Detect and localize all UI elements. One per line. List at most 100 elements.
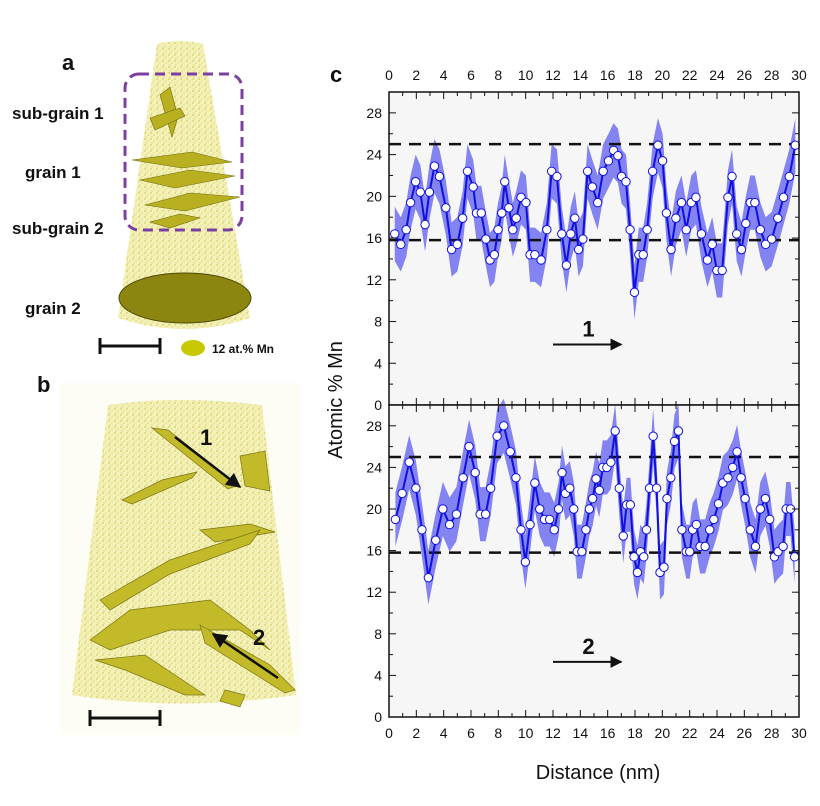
data-point	[446, 244, 457, 255]
data-point	[420, 219, 430, 230]
data-point	[458, 473, 468, 483]
y-tick-label: 12	[366, 584, 382, 600]
data-point	[740, 493, 750, 504]
data-point	[732, 447, 742, 457]
data-point	[760, 493, 771, 504]
panel-letter-c: c	[330, 62, 342, 87]
data-point	[451, 509, 462, 519]
data-point	[736, 473, 746, 483]
x-tick-label: 6	[467, 725, 475, 741]
y-tick-label: 0	[374, 397, 382, 413]
data-point	[642, 225, 652, 235]
data-point	[415, 187, 425, 197]
data-point	[613, 150, 623, 161]
data-point	[404, 457, 414, 467]
plot-frame	[388, 404, 800, 718]
data-point	[516, 525, 526, 535]
data-point	[549, 525, 559, 535]
x-tick-label-top: 8	[494, 67, 502, 83]
x-tick-label-top: 14	[573, 67, 589, 83]
data-point	[536, 255, 546, 265]
data-point	[417, 525, 427, 535]
data-point	[765, 514, 775, 525]
x-tick-label-top: 30	[791, 67, 807, 83]
data-point	[625, 500, 636, 510]
x-tick-label: 22	[682, 725, 698, 741]
data-point	[755, 504, 766, 514]
label-sub-grain-1: sub-grain 1	[12, 104, 104, 123]
error-band	[394, 118, 796, 320]
x-tick-label-top: 28	[764, 67, 780, 83]
data-point	[504, 203, 514, 213]
profile-number: 2	[582, 634, 594, 659]
x-tick-label: 12	[545, 725, 561, 741]
data-point	[773, 213, 783, 223]
x-tick-label: 8	[494, 725, 502, 741]
y-tick-label: 24	[366, 459, 382, 475]
x-tick-label-top: 12	[545, 67, 561, 83]
data-point	[401, 225, 411, 235]
data-point	[582, 166, 593, 176]
panel-letter-a: a	[62, 50, 75, 75]
data-point	[570, 213, 580, 223]
y-tick-label: 4	[374, 355, 382, 371]
x-tick-label: 10	[518, 725, 534, 741]
y-tick-label: 4	[374, 667, 382, 683]
data-point	[648, 431, 658, 441]
data-point	[573, 244, 584, 255]
data-point	[468, 182, 478, 192]
data-point	[684, 546, 695, 557]
x-tick-label: 16	[600, 725, 616, 741]
data-point	[731, 229, 742, 239]
data-point	[493, 225, 503, 235]
scale-bar-a	[98, 338, 162, 354]
data-point	[535, 504, 545, 514]
data-point	[530, 478, 540, 488]
data-point	[717, 265, 727, 276]
data-point	[657, 156, 668, 166]
profile-number: 1	[582, 316, 594, 341]
data-point	[745, 525, 755, 535]
data-point	[750, 197, 760, 208]
data-point	[390, 229, 400, 239]
data-point	[525, 519, 535, 530]
data-point	[410, 177, 421, 187]
panel-b: b 1 2	[37, 372, 300, 735]
data-point	[500, 177, 510, 187]
x-tick-label: 28	[764, 725, 780, 741]
data-point	[723, 473, 733, 483]
data-point	[700, 541, 710, 552]
data-point	[632, 567, 643, 578]
data-point	[713, 499, 724, 509]
data-point	[511, 213, 521, 223]
scale-bar-b	[88, 710, 162, 726]
data-point	[587, 182, 598, 192]
data-point	[784, 171, 794, 182]
x-tick-label: 24	[709, 725, 725, 741]
data-point	[552, 171, 562, 182]
x-tick-label-top: 2	[412, 67, 420, 83]
data-point	[741, 218, 751, 229]
data-point	[489, 250, 500, 260]
panel-c-chart: c Atomic % Mn Distance (nm) 048121620242…	[325, 62, 807, 784]
label-grain-1: grain 1	[25, 163, 81, 182]
data-point	[606, 457, 616, 467]
data-point	[647, 166, 658, 176]
y-tick-label: 28	[366, 105, 382, 121]
profile-panel-2: 0 4 8 12 16 20 24 28 2	[366, 398, 800, 725]
data-point	[705, 525, 715, 535]
profile-panel-1: 0 4 8 12 16 20 24 28 1	[366, 91, 801, 413]
data-point	[727, 171, 737, 182]
data-point	[424, 187, 435, 197]
data-point	[723, 192, 733, 203]
x-tick-label: 0	[385, 725, 393, 741]
data-point	[485, 483, 496, 493]
data-point	[789, 552, 800, 562]
data-point	[470, 467, 480, 478]
profile-arrow-2	[211, 632, 279, 680]
data-point	[578, 234, 588, 244]
data-point	[639, 552, 649, 562]
data-point	[728, 462, 738, 473]
panel-letter-b: b	[37, 372, 50, 397]
data-point	[594, 485, 605, 495]
